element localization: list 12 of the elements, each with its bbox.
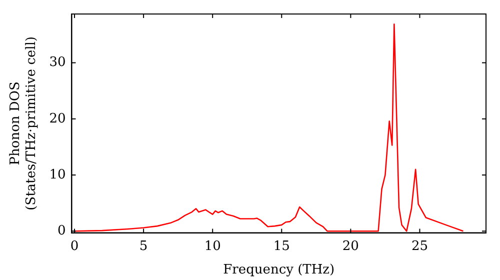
y-tick-label: 30 <box>49 55 66 70</box>
x-tick-label: 5 <box>139 238 148 254</box>
y-axis-title: Phonon DOS (States/THz·primitive cell) <box>8 36 39 210</box>
x-tick-label: 25 <box>411 238 428 254</box>
y-tick-label: 10 <box>49 167 66 182</box>
x-axis-title: Frequency (THz) <box>223 262 335 278</box>
y-tick-label: 0 <box>57 223 66 238</box>
y-tick-label: 20 <box>49 111 66 126</box>
x-tick-label: 10 <box>204 238 221 254</box>
x-tick-label: 20 <box>342 238 359 254</box>
x-tick-label: 15 <box>273 238 290 254</box>
x-tick-label: 0 <box>70 238 79 254</box>
